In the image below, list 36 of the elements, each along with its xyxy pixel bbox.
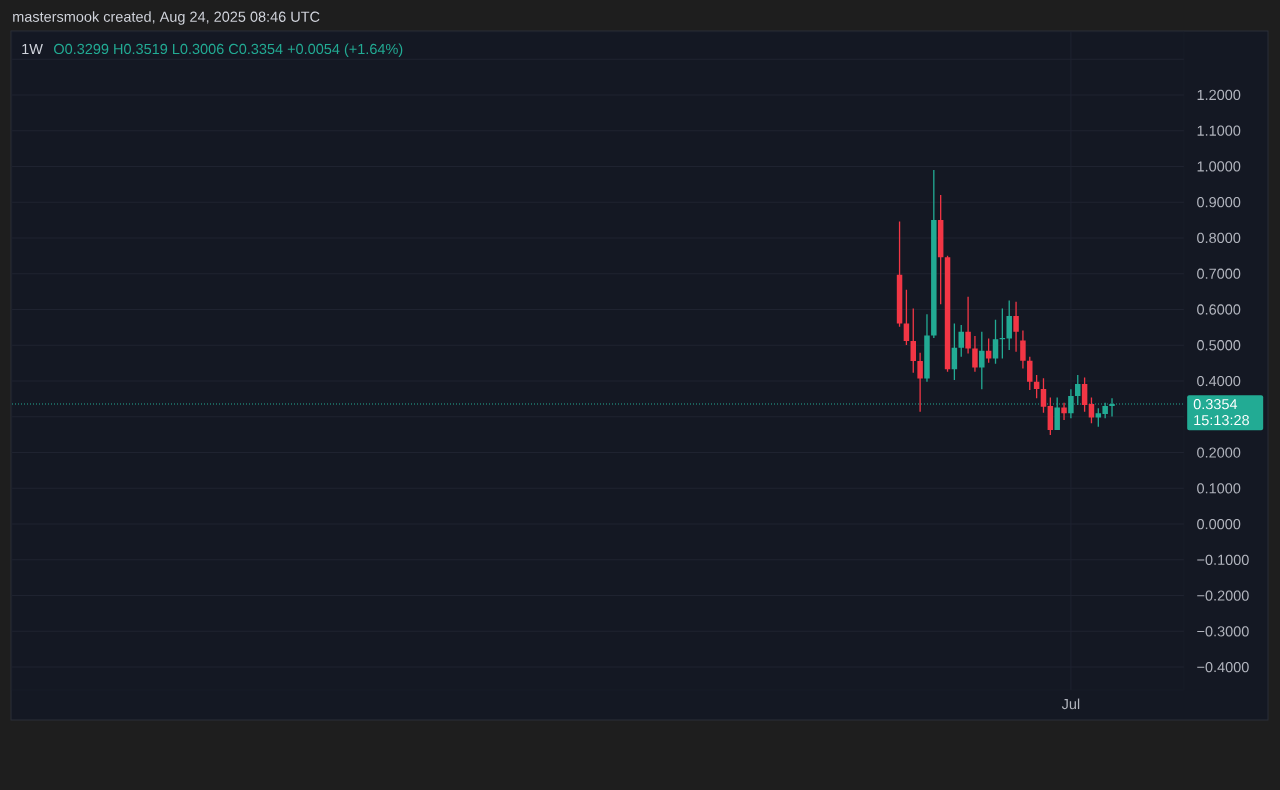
y-tick-label: 0.7000	[1197, 268, 1241, 279]
candlestick	[1061, 402, 1067, 420]
y-tick-label: 0.6000	[1197, 304, 1241, 315]
candlestick	[944, 255, 951, 372]
y-tick-label: 0.0000	[1197, 518, 1241, 530]
text: O0.3299 H0.3519 L0.3006 C0.3354 +0.0054 (+1.64%)	[54, 43, 403, 57]
y-tick-label: −0.2000	[1197, 590, 1249, 601]
candlestick	[979, 331, 985, 390]
y-tick-label: 0.2000	[1197, 447, 1241, 458]
y-tick-label: −0.3000	[1197, 626, 1249, 637]
y-tick-label: 1.0000	[1197, 161, 1241, 172]
y-tick-label: 0.1000	[1197, 483, 1241, 494]
candlestick	[1006, 300, 1012, 350]
y-tick-label: −0.1000	[1197, 554, 1249, 565]
text: mastersmook created, Aug 24, 2025 08:46 UTC	[13, 11, 320, 25]
y-tick-label: 0.9000	[1197, 197, 1241, 208]
y-tick-label: 1.1000	[1197, 125, 1241, 136]
candlestick	[965, 296, 971, 354]
candlestick	[931, 170, 937, 339]
y-tick-label: 0.8000	[1197, 232, 1241, 244]
candlestick	[958, 324, 964, 357]
candlestick	[972, 335, 978, 372]
candlestick	[917, 352, 923, 412]
y-tick-label: 1.2000	[1197, 89, 1241, 101]
ref-line-label: 0.3354	[1193, 398, 1238, 410]
x-tick-label: Jul	[1061, 698, 1080, 710]
candlestick	[1047, 397, 1054, 436]
text: 15:13:28	[1194, 414, 1249, 426]
y-tick-label: 0.4000	[1197, 375, 1241, 387]
candlestick	[1013, 301, 1019, 352]
candlestick	[1020, 330, 1026, 369]
y-tick-label: −0.4000	[1197, 661, 1249, 673]
text: 1W	[22, 44, 43, 54]
candlestick	[1027, 356, 1033, 390]
y-tick-label: 0.5000	[1197, 340, 1241, 351]
candlestick	[924, 314, 930, 382]
